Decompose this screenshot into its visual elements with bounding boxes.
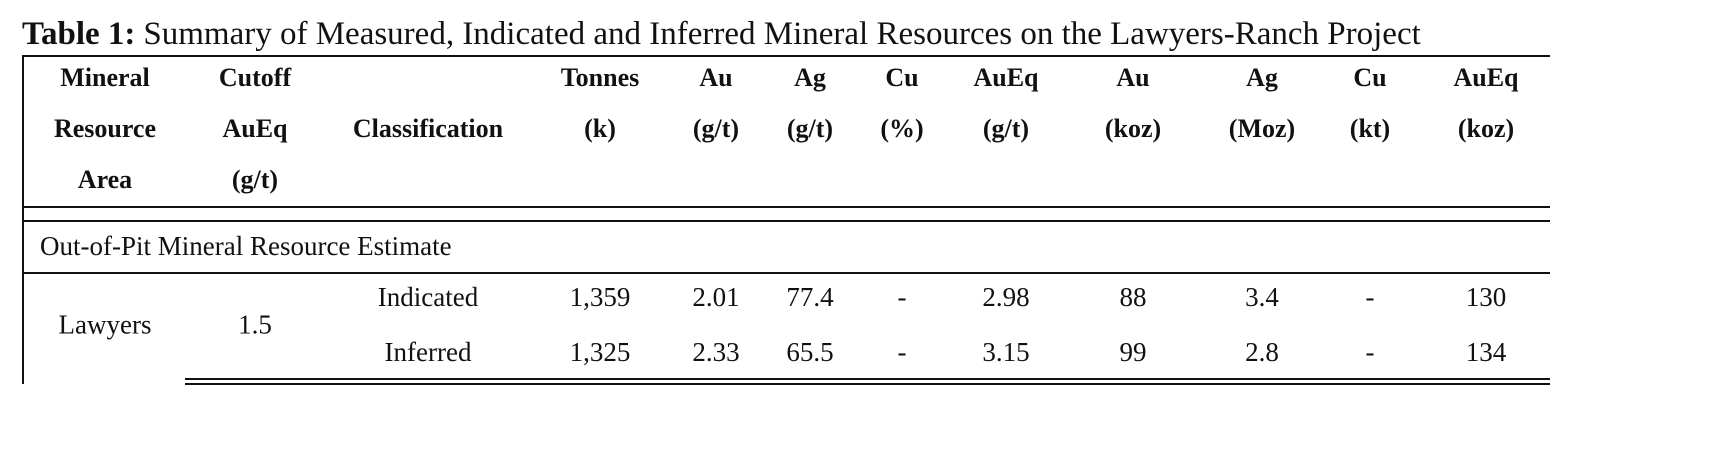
header-cell: (k)	[584, 114, 616, 143]
header-cell: Au	[699, 63, 732, 92]
header-cell: (Moz)	[1229, 114, 1295, 143]
cell: 99	[1120, 337, 1147, 367]
cell: 88	[1120, 282, 1147, 312]
header-cell: (koz)	[1105, 114, 1161, 143]
cell: 1,359	[570, 282, 631, 312]
header-cell: (kt)	[1350, 114, 1390, 143]
cell: -	[1366, 337, 1375, 367]
cell: -	[1366, 282, 1375, 312]
header-cell: Resource	[54, 114, 156, 143]
cutoff-cell: 1.5	[238, 310, 272, 340]
caption: Table 1: Summary of Measured, Indicated a…	[22, 16, 1421, 52]
cell: -	[898, 282, 907, 312]
cell: 2.8	[1245, 337, 1279, 367]
cell: 3.15	[982, 337, 1029, 367]
header-cell: Area	[78, 165, 132, 194]
header-cell: AuEq	[222, 114, 288, 143]
header-cell: Cu	[885, 63, 918, 92]
header-cell: (g/t)	[983, 114, 1029, 143]
cell: Indicated	[378, 282, 479, 312]
header-cell: (g/t)	[693, 114, 739, 143]
cell: 130	[1466, 282, 1507, 312]
cell: -	[898, 337, 907, 367]
cell: 2.01	[692, 282, 739, 312]
cell: Inferred	[385, 337, 472, 367]
header-cell: (koz)	[1458, 114, 1514, 143]
cell: 1,325	[570, 337, 631, 367]
cell: 134	[1466, 337, 1507, 367]
header-cell: Tonnes	[561, 63, 640, 92]
header-cell: AuEq	[1453, 63, 1519, 92]
caption-label: Table 1:	[22, 16, 135, 52]
caption-text: Summary of Measured, Indicated and Infer…	[143, 16, 1420, 52]
header-cell: (g/t)	[232, 165, 278, 194]
header-cell: AuEq	[973, 63, 1039, 92]
header-cell: Classification	[353, 114, 504, 143]
cell: 2.33	[692, 337, 739, 367]
header-cell: Ag	[1246, 63, 1278, 92]
header-cell: (g/t)	[787, 114, 833, 143]
header-cell: Cutoff	[219, 63, 292, 92]
header-cell: Ag	[794, 63, 826, 92]
header-cell: (%)	[880, 114, 923, 143]
cell: 65.5	[786, 337, 833, 367]
cell: 2.98	[982, 282, 1029, 312]
header-cell: Au	[1116, 63, 1149, 92]
area-cell: Lawyers	[59, 310, 152, 340]
section-title: Out-of-Pit Mineral Resource Estimate	[40, 231, 452, 261]
cell: 77.4	[786, 282, 834, 312]
cell: 3.4	[1245, 282, 1279, 312]
header-cell: Mineral	[60, 63, 150, 92]
header-cell: Cu	[1353, 63, 1386, 92]
